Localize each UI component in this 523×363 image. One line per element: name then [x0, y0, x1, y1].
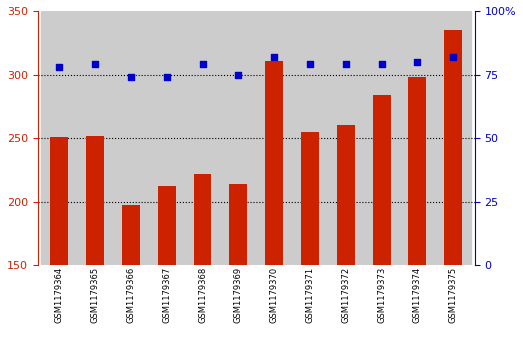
- Bar: [328, 11, 363, 265]
- Bar: [337, 125, 355, 363]
- Bar: [292, 11, 328, 265]
- Bar: [122, 205, 140, 363]
- Point: [306, 61, 314, 67]
- Point: [449, 54, 458, 60]
- Point: [198, 61, 207, 67]
- Bar: [400, 11, 435, 265]
- Bar: [77, 11, 113, 265]
- Bar: [149, 11, 185, 265]
- Bar: [444, 30, 462, 363]
- Bar: [194, 174, 211, 363]
- Bar: [301, 132, 319, 363]
- Point: [234, 72, 243, 77]
- Bar: [220, 11, 256, 265]
- Bar: [158, 187, 176, 363]
- Bar: [256, 11, 292, 265]
- Point: [163, 74, 171, 80]
- Bar: [408, 77, 426, 363]
- Bar: [265, 61, 283, 363]
- Point: [91, 61, 99, 67]
- Bar: [86, 135, 104, 363]
- Bar: [50, 137, 68, 363]
- Point: [413, 59, 422, 65]
- Bar: [230, 184, 247, 363]
- Bar: [363, 11, 400, 265]
- Point: [342, 61, 350, 67]
- Point: [378, 61, 386, 67]
- Bar: [185, 11, 220, 265]
- Bar: [113, 11, 149, 265]
- Point: [55, 64, 63, 70]
- Bar: [435, 11, 471, 265]
- Bar: [373, 95, 391, 363]
- Point: [127, 74, 135, 80]
- Point: [270, 54, 278, 60]
- Bar: [41, 11, 77, 265]
